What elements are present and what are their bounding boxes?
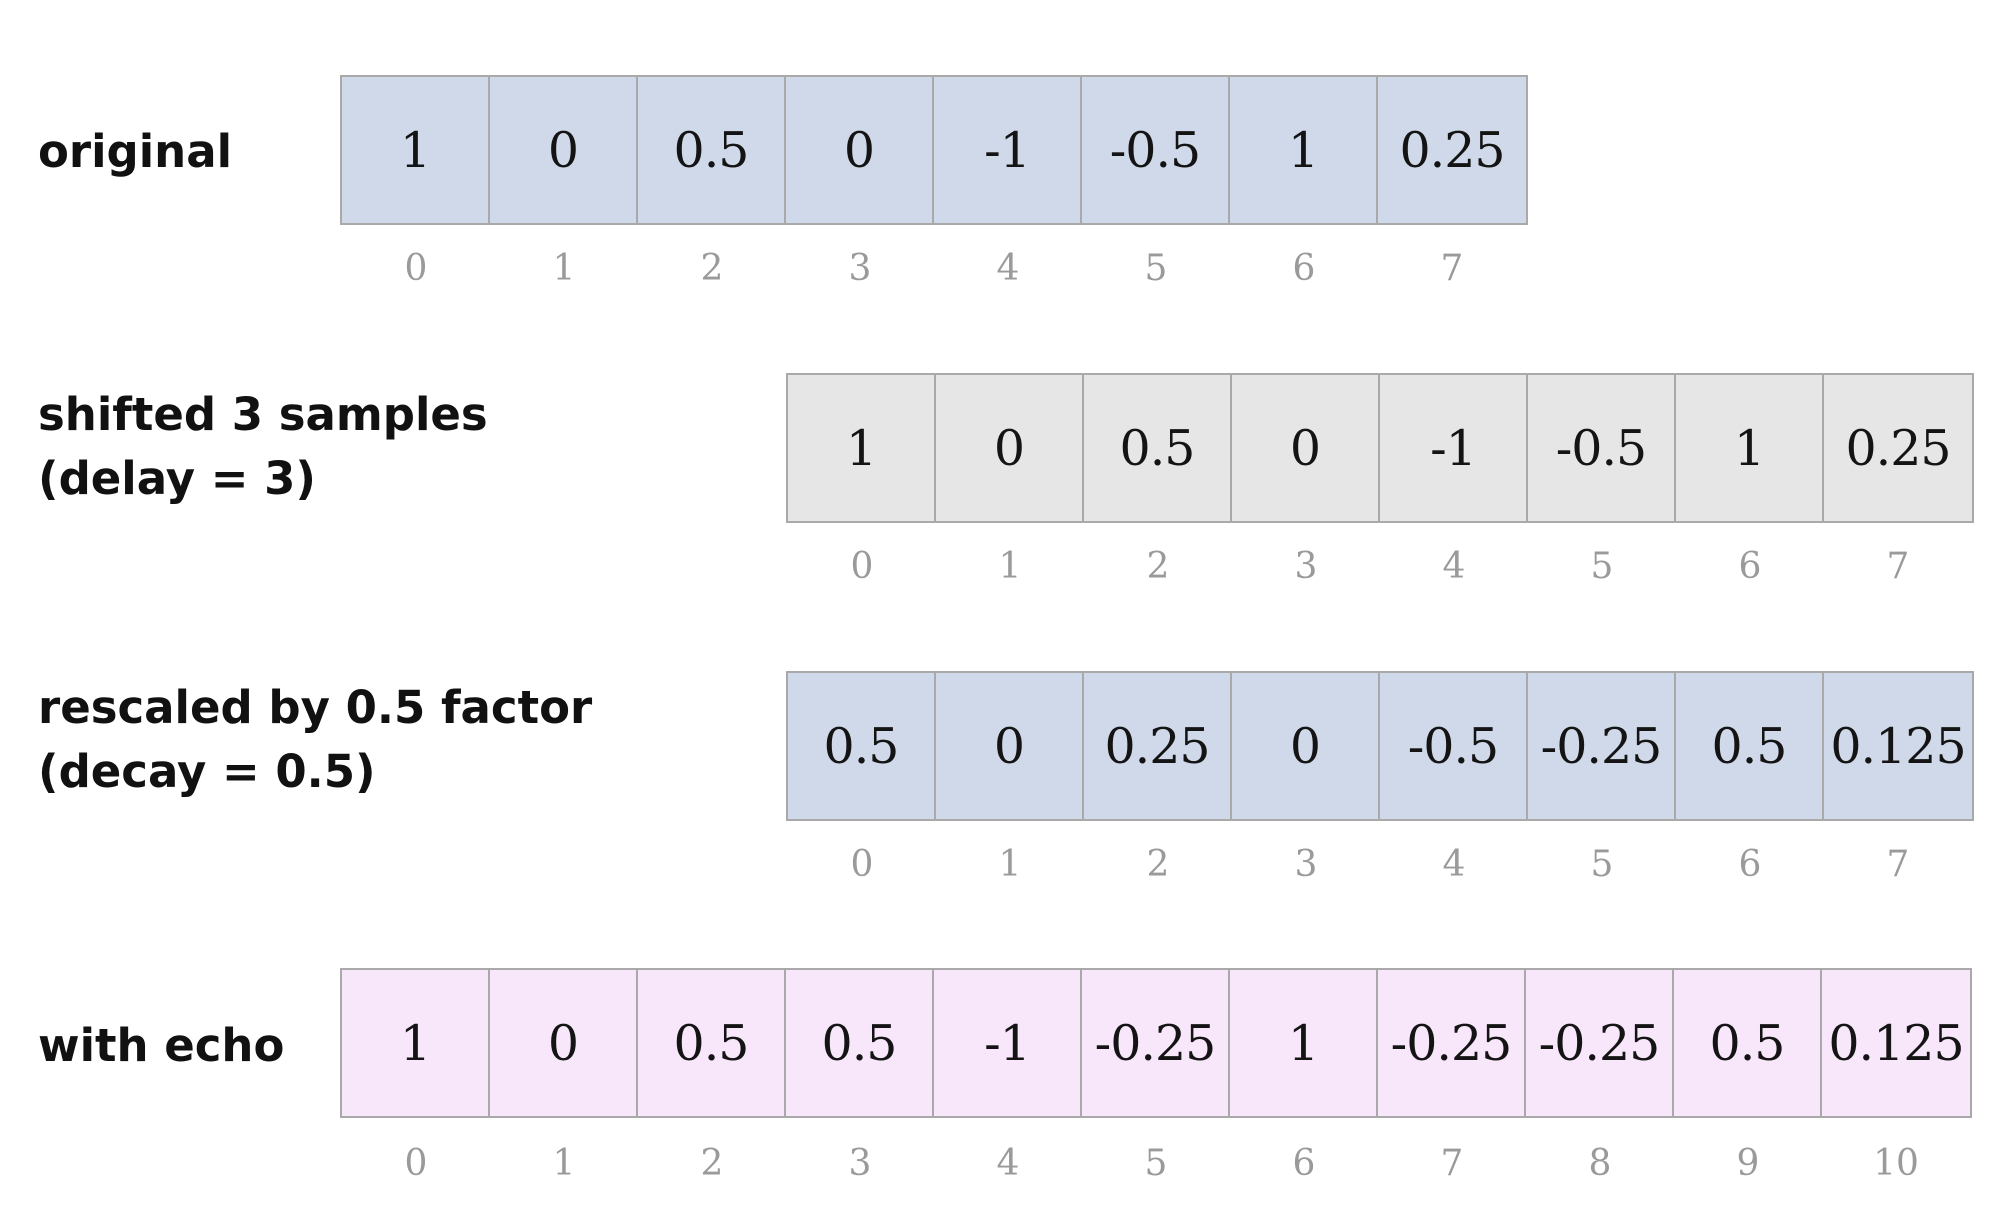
index-label: 7 bbox=[1440, 248, 1464, 289]
array-cell: 0.25 bbox=[1399, 121, 1505, 179]
array-cell: -1 bbox=[934, 970, 1082, 1116]
row-label-rescaled: rescaled by 0.5 factor (decay = 0.5) bbox=[38, 676, 592, 804]
index-label: 4 bbox=[996, 248, 1020, 289]
index-label: 5 bbox=[1144, 1143, 1168, 1184]
array-original: 1 0 0.5 0 -1 -0.5 1 0.25 bbox=[340, 75, 1528, 225]
index-label: 4 bbox=[1442, 844, 1466, 885]
array-cell: 0.25 bbox=[1084, 673, 1232, 819]
array-cell: -0.25 bbox=[1528, 673, 1676, 819]
array-cell: -1 bbox=[1380, 375, 1528, 521]
array-cell: 0.125 bbox=[1828, 1014, 1964, 1072]
array-cell: 1 bbox=[788, 375, 936, 521]
row-label-original-line-1: original bbox=[38, 125, 232, 178]
index-label: 2 bbox=[700, 248, 724, 289]
array-cell: -0.5 bbox=[1528, 375, 1676, 521]
index-label: 1 bbox=[998, 844, 1022, 885]
index-label: 0 bbox=[850, 844, 874, 885]
array-cell: 0 bbox=[490, 970, 638, 1116]
row-label-echo-line-1: with echo bbox=[38, 1019, 285, 1072]
index-label: 9 bbox=[1736, 1143, 1760, 1184]
indices-original: 0 1 2 3 4 5 6 7 bbox=[342, 248, 1526, 292]
array-cell: 1 bbox=[342, 77, 490, 223]
array-cell: 0.5 bbox=[1674, 970, 1822, 1116]
array-shifted: 1 0 0.5 0 -1 -0.5 1 0.25 bbox=[786, 373, 1974, 523]
array-cell: -0.5 bbox=[1082, 77, 1230, 223]
index-label: 4 bbox=[996, 1143, 1020, 1184]
array-cell: 0.5 bbox=[788, 673, 936, 819]
row-label-rescaled-line-1: rescaled by 0.5 factor bbox=[38, 681, 593, 734]
array-cell: -0.25 bbox=[1378, 970, 1526, 1116]
array-cell: 0.125 bbox=[1830, 717, 1966, 775]
index-label: 2 bbox=[1146, 844, 1170, 885]
index-label: 6 bbox=[1292, 248, 1316, 289]
array-cell: -1 bbox=[934, 77, 1082, 223]
array-cell: 0 bbox=[1232, 375, 1380, 521]
array-cell: 0 bbox=[490, 77, 638, 223]
index-label: 5 bbox=[1590, 546, 1614, 587]
array-cell: 0.25 bbox=[1845, 419, 1951, 477]
index-label: 4 bbox=[1442, 546, 1466, 587]
index-label: 3 bbox=[1294, 844, 1318, 885]
row-label-shifted-line-1: shifted 3 samples bbox=[38, 388, 488, 441]
index-label: 3 bbox=[848, 248, 872, 289]
index-label: 6 bbox=[1738, 844, 1762, 885]
index-label: 1 bbox=[552, 1143, 576, 1184]
index-label: 3 bbox=[1294, 546, 1318, 587]
index-label: 0 bbox=[404, 1143, 428, 1184]
array-cell: -0.25 bbox=[1082, 970, 1230, 1116]
index-label: 2 bbox=[700, 1143, 724, 1184]
array-cell: -0.25 bbox=[1526, 970, 1674, 1116]
array-rescaled: 0.5 0 0.25 0 -0.5 -0.25 0.5 0.125 bbox=[786, 671, 1974, 821]
index-label: 1 bbox=[552, 248, 576, 289]
array-cell: -0.5 bbox=[1380, 673, 1528, 819]
row-label-rescaled-line-2: (decay = 0.5) bbox=[38, 745, 376, 798]
array-cell: 1 bbox=[342, 970, 490, 1116]
index-label: 0 bbox=[404, 248, 428, 289]
indices-rescaled: 0 1 2 3 4 5 6 7 bbox=[788, 844, 1972, 888]
index-label: 0 bbox=[850, 546, 874, 587]
index-label: 6 bbox=[1292, 1143, 1316, 1184]
index-label: 8 bbox=[1588, 1143, 1612, 1184]
index-label: 7 bbox=[1886, 546, 1910, 587]
array-cell: 0 bbox=[936, 375, 1084, 521]
index-label: 3 bbox=[848, 1143, 872, 1184]
array-cell: 1 bbox=[1676, 375, 1824, 521]
index-label: 7 bbox=[1440, 1143, 1464, 1184]
array-cell: 1 bbox=[1230, 970, 1378, 1116]
row-label-shifted-line-2: (delay = 3) bbox=[38, 452, 316, 505]
array-cell: 0.5 bbox=[786, 970, 934, 1116]
indices-echo: 0 1 2 3 4 5 6 7 8 9 10 bbox=[342, 1143, 1970, 1187]
indices-shifted: 0 1 2 3 4 5 6 7 bbox=[788, 546, 1972, 590]
index-label: 2 bbox=[1146, 546, 1170, 587]
index-label: 6 bbox=[1738, 546, 1762, 587]
array-cell: 0 bbox=[786, 77, 934, 223]
index-label: 7 bbox=[1886, 844, 1910, 885]
index-label: 5 bbox=[1144, 248, 1168, 289]
array-cell: 1 bbox=[1230, 77, 1378, 223]
array-cell: 0 bbox=[936, 673, 1084, 819]
array-cell: 0.5 bbox=[638, 77, 786, 223]
index-label: 1 bbox=[998, 546, 1022, 587]
row-label-echo: with echo bbox=[38, 1014, 284, 1078]
array-cell: 0 bbox=[1232, 673, 1380, 819]
index-label: 10 bbox=[1873, 1143, 1919, 1184]
array-cell: 0.5 bbox=[1084, 375, 1232, 521]
row-label-original: original bbox=[38, 120, 232, 184]
row-label-shifted: shifted 3 samples (delay = 3) bbox=[38, 383, 488, 511]
array-cell: 0.5 bbox=[1676, 673, 1824, 819]
array-echo: 1 0 0.5 0.5 -1 -0.25 1 -0.25 -0.25 0.5 0.125 bbox=[340, 968, 1972, 1118]
index-label: 5 bbox=[1590, 844, 1614, 885]
array-cell: 0.5 bbox=[638, 970, 786, 1116]
